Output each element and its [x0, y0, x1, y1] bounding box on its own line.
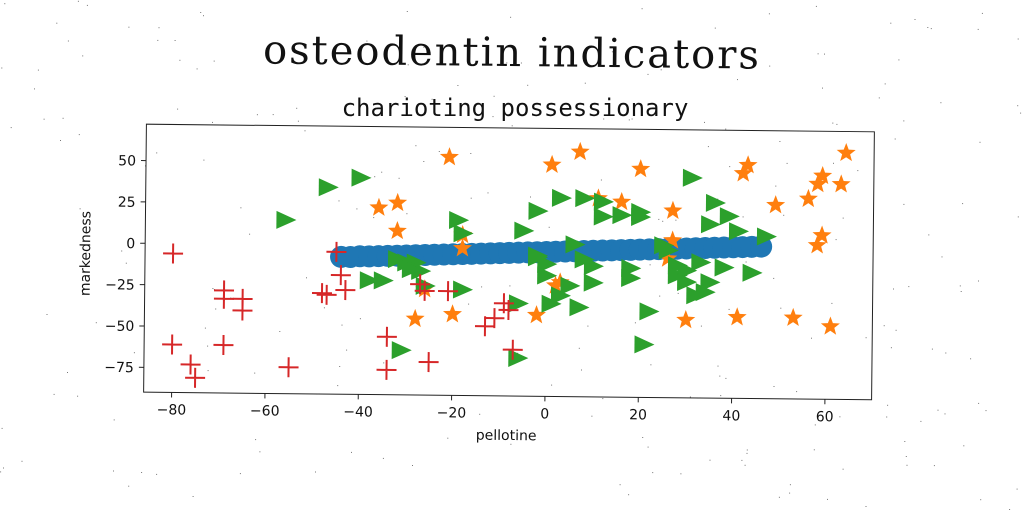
- data-point-triangle: [392, 341, 412, 359]
- data-point-triangle: [319, 178, 339, 196]
- data-point-triangle: [569, 298, 589, 316]
- data-point-star: [388, 221, 407, 239]
- data-point-plus: [163, 243, 183, 263]
- data-point-star: [440, 147, 459, 165]
- data-point-plus: [331, 265, 351, 285]
- data-point-star: [766, 195, 785, 213]
- data-point-plus: [185, 368, 205, 388]
- data-point-triangle: [351, 169, 371, 187]
- data-point-plus: [317, 285, 337, 305]
- x-axis-label: pellotine: [476, 428, 537, 445]
- data-point-plus: [180, 354, 200, 374]
- y-axis-label: markedness: [78, 211, 95, 296]
- y-tick-label: −50: [105, 319, 135, 335]
- data-point-plus: [232, 300, 252, 320]
- data-point-star: [784, 308, 803, 326]
- x-tick-label: 60: [816, 409, 834, 425]
- data-point-triangle: [453, 281, 473, 299]
- data-point-plus: [162, 334, 182, 354]
- data-point-plus: [214, 289, 234, 309]
- data-point-plus: [312, 283, 332, 303]
- data-point-triangle: [514, 222, 534, 240]
- data-point-triangle: [639, 302, 659, 320]
- data-point-star: [388, 193, 407, 211]
- data-point-plus: [484, 308, 504, 328]
- data-point-triangle: [560, 277, 580, 295]
- data-point-triangle: [700, 273, 720, 291]
- data-point-star: [443, 304, 462, 322]
- x-tick-label: −80: [157, 402, 187, 418]
- data-point-star: [821, 316, 840, 334]
- data-point-triangle: [634, 335, 654, 353]
- data-point-triangle: [594, 208, 614, 226]
- data-point-star: [369, 198, 388, 216]
- data-point-triangle: [575, 189, 595, 207]
- y-tick-label: 25: [118, 195, 136, 211]
- y-axis: −75 −50 −25 0 25 50: [104, 153, 146, 376]
- x-tick-label: 0: [540, 406, 549, 422]
- data-point-star: [676, 310, 695, 328]
- x-tick-label: −40: [343, 404, 373, 420]
- data-point-star: [832, 174, 851, 192]
- data-point-star: [728, 307, 747, 325]
- y-tick-label: −75: [104, 360, 134, 376]
- data-point-triangle: [552, 189, 572, 207]
- data-point-triangle: [276, 211, 296, 229]
- data-point-triangle: [683, 169, 703, 187]
- data-point-star: [542, 155, 561, 173]
- data-point-triangle: [449, 211, 469, 229]
- data-point-triangle: [612, 206, 632, 224]
- x-tick-label: −60: [250, 403, 280, 419]
- data-point-star: [799, 189, 818, 207]
- data-point-triangle: [742, 264, 762, 282]
- data-point-plus: [419, 352, 439, 372]
- data-point-triangle: [584, 274, 604, 292]
- data-marks: [162, 136, 856, 395]
- y-tick-label: 50: [118, 153, 136, 169]
- data-point-triangle: [715, 258, 735, 276]
- data-point-triangle: [508, 349, 528, 367]
- data-point-star: [663, 201, 682, 219]
- x-tick-label: −20: [437, 405, 467, 421]
- data-point-star: [631, 159, 650, 177]
- x-tick-label: 40: [722, 408, 740, 424]
- data-point-plus: [335, 280, 355, 300]
- data-point-triangle: [374, 271, 394, 289]
- x-tick-label: 20: [629, 407, 647, 423]
- data-point-star: [837, 143, 856, 161]
- data-point-plus: [213, 335, 233, 355]
- data-point-star: [571, 142, 590, 160]
- data-point-triangle: [528, 202, 548, 220]
- data-point-plus: [376, 360, 396, 380]
- x-axis: −80 −60 −40 −20 0 20 40 60: [157, 392, 834, 425]
- data-point-plus: [475, 316, 495, 336]
- y-tick-label: 0: [126, 236, 135, 252]
- data-point-triangle: [701, 215, 721, 233]
- y-tick-label: −25: [105, 277, 135, 293]
- data-point-star: [406, 309, 425, 327]
- data-point-plus: [278, 357, 298, 377]
